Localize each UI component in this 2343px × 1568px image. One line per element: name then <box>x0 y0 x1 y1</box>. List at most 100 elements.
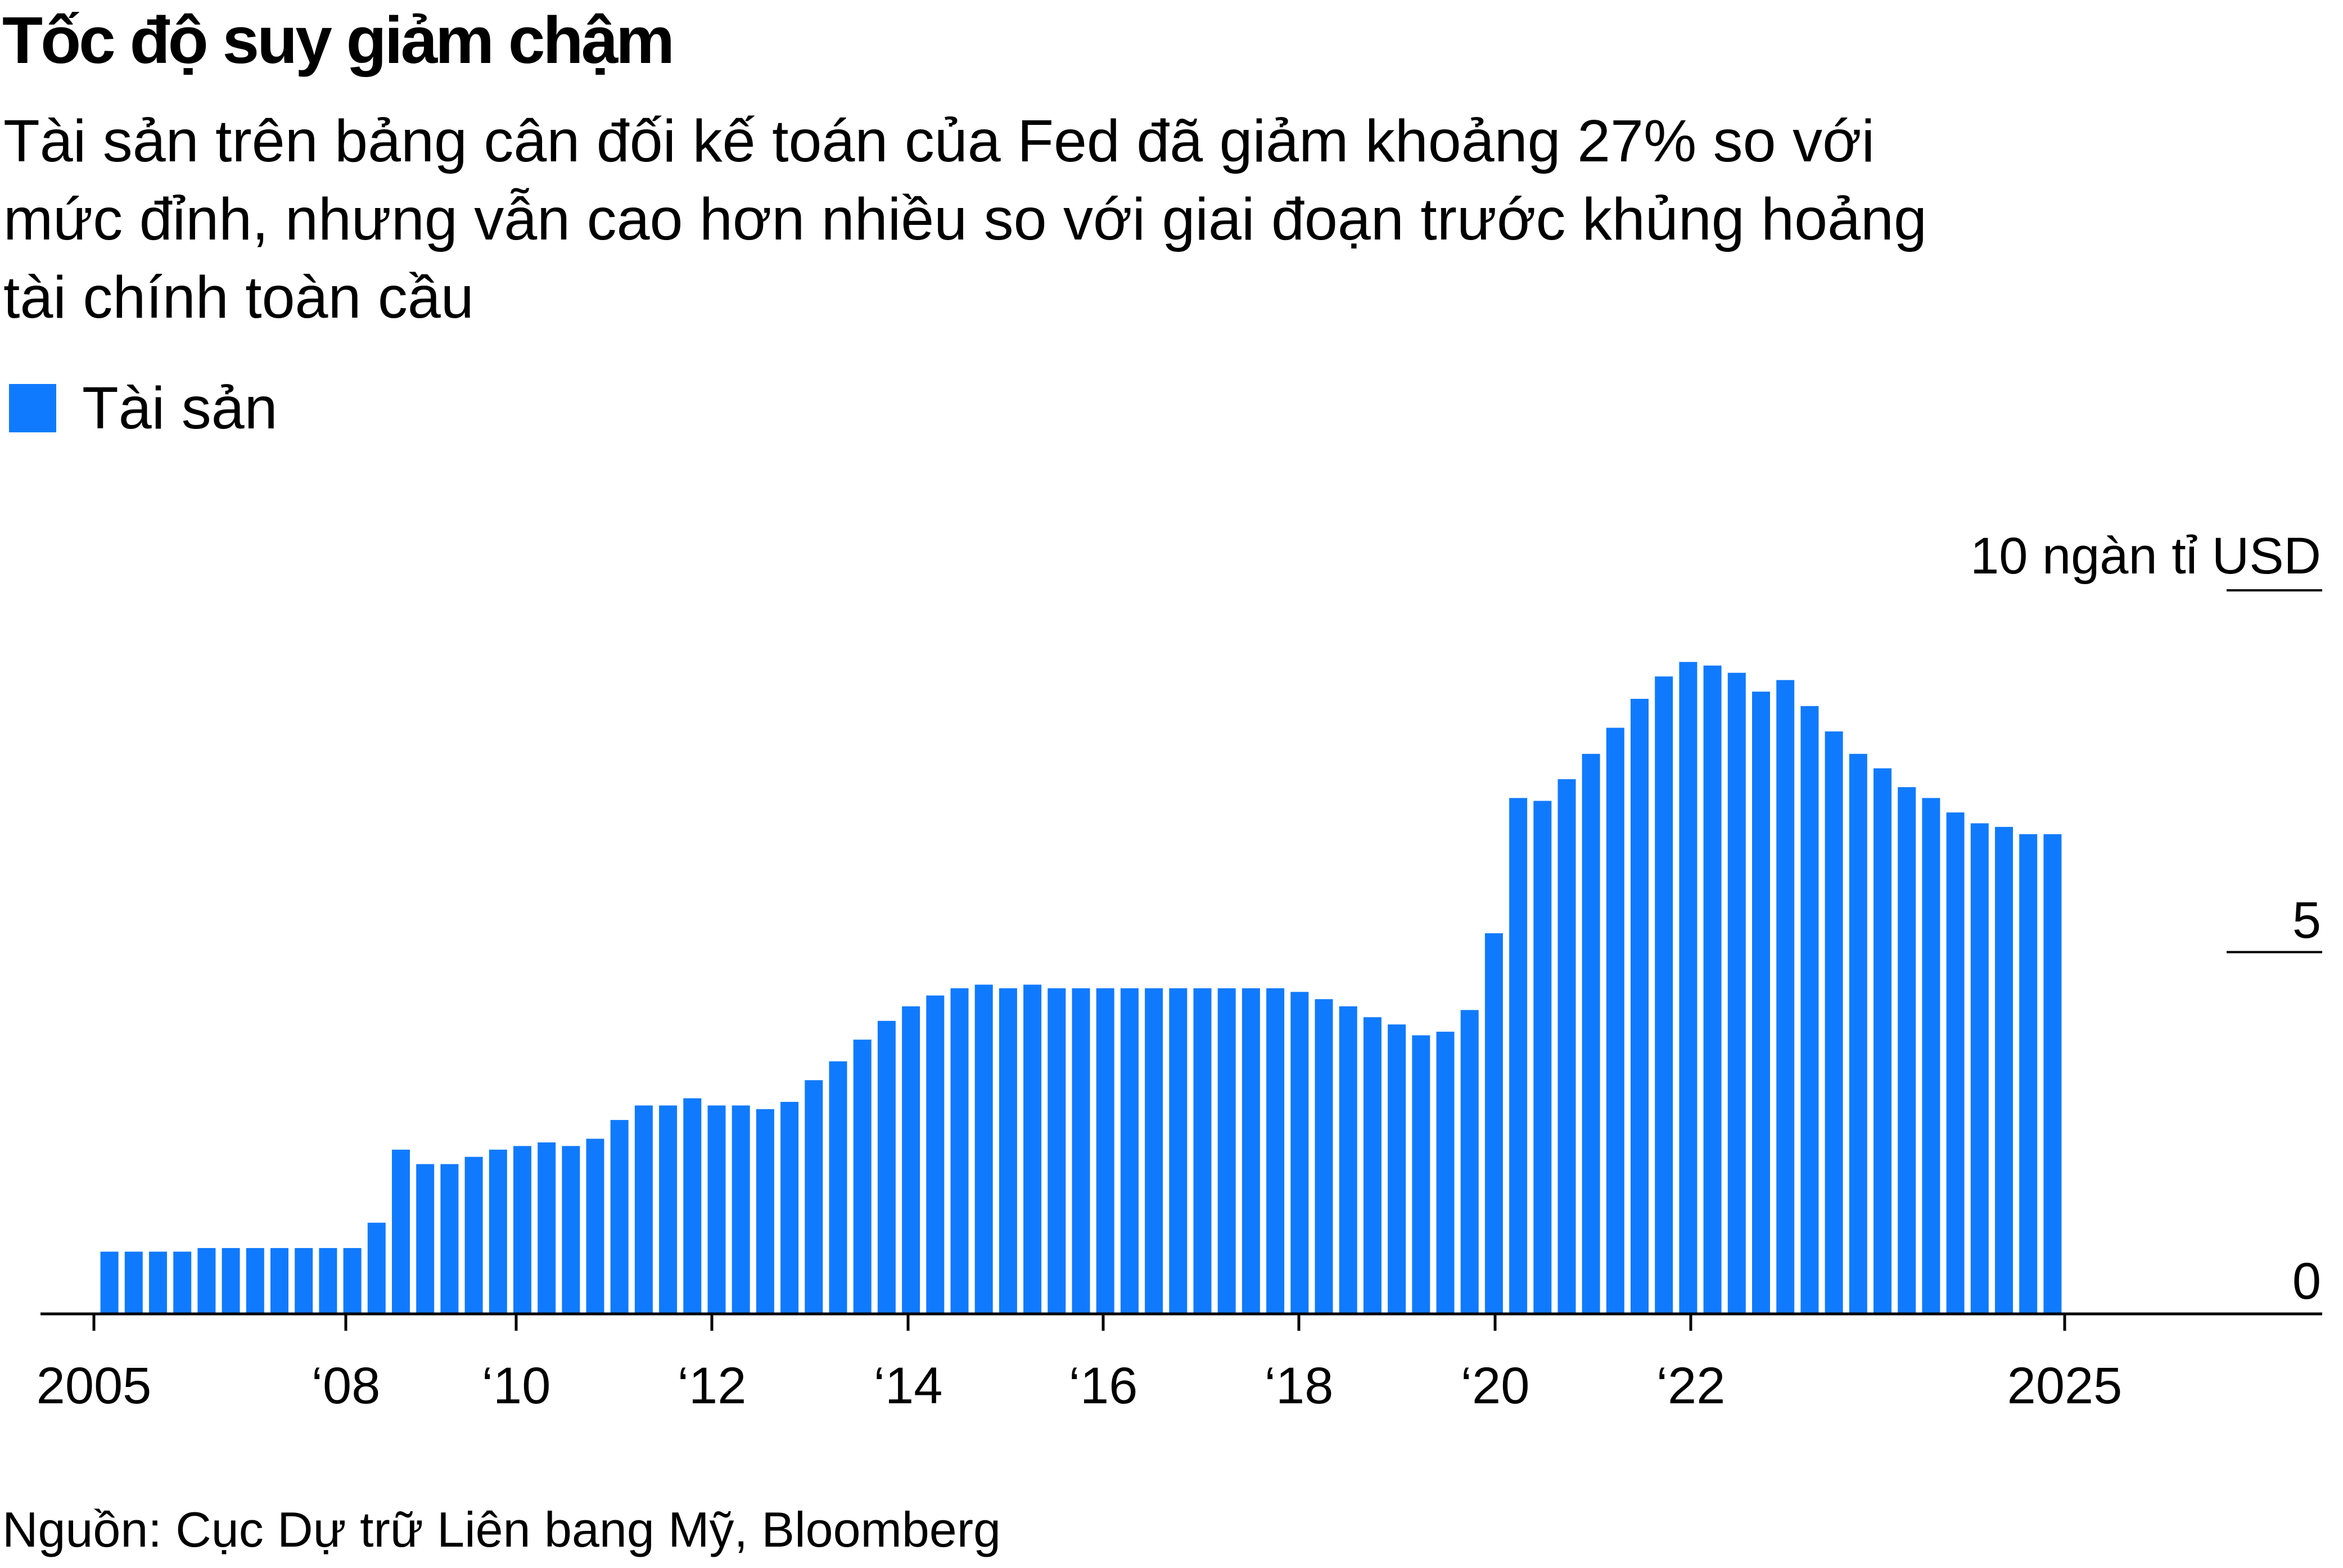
bar <box>1874 768 1891 1314</box>
bar <box>1727 672 1746 1314</box>
bar <box>659 1105 678 1314</box>
bar <box>780 1101 799 1314</box>
bar <box>1800 706 1819 1314</box>
bar <box>1582 753 1600 1314</box>
x-tick-label: ‘20 <box>1461 1357 1530 1415</box>
bar <box>392 1149 410 1314</box>
y-tick-label-0: 0 <box>2292 1253 2321 1310</box>
bar <box>416 1164 435 1314</box>
chart-subtitle-line-2: mức đỉnh, nhưng vẫn cao hơn nhiều so với… <box>3 186 1927 252</box>
bar <box>1995 826 2013 1314</box>
chart-subtitle-line-1: Tài sản trên bảng cân đối kế toán của Fe… <box>3 108 1875 174</box>
bar <box>853 1040 872 1314</box>
legend: Tài sản <box>9 375 278 441</box>
bar <box>1193 988 1212 1314</box>
bar <box>538 1142 556 1314</box>
bar <box>2043 834 2062 1314</box>
bar <box>610 1120 629 1314</box>
bar <box>1655 676 1673 1314</box>
bar <box>2019 834 2038 1314</box>
bar <box>1752 692 1770 1314</box>
bar <box>1266 988 1285 1314</box>
source-note: Nguồn: Cục Dự trữ Liên bang Mỹ, Bloomber… <box>2 1502 1001 1557</box>
bar <box>926 995 945 1314</box>
chart-title: Tốc độ suy giảm chậm <box>2 3 675 78</box>
bar <box>1776 680 1795 1314</box>
bar <box>1048 988 1066 1314</box>
bar <box>222 1248 240 1314</box>
bar <box>950 988 969 1314</box>
bar <box>1120 988 1139 1314</box>
bar <box>1412 1035 1430 1314</box>
bar <box>1023 984 1042 1314</box>
bar <box>756 1109 774 1314</box>
x-tick-label: ‘18 <box>1265 1357 1334 1415</box>
bar <box>634 1105 653 1314</box>
bar <box>1970 823 1989 1314</box>
bar <box>1242 988 1260 1314</box>
bar <box>1096 988 1114 1314</box>
bar <box>464 1156 483 1314</box>
x-tick-label: ‘22 <box>1656 1357 1726 1415</box>
bar <box>1315 999 1333 1314</box>
x-tick-label: ‘16 <box>1069 1357 1138 1415</box>
bar <box>319 1248 337 1314</box>
bar <box>1533 801 1552 1314</box>
bar <box>440 1164 459 1314</box>
bar <box>562 1146 580 1314</box>
bar <box>1679 662 1698 1314</box>
bar <box>683 1098 702 1314</box>
bar <box>489 1149 507 1314</box>
bar <box>586 1138 604 1314</box>
bar <box>805 1080 823 1314</box>
bar <box>295 1248 313 1314</box>
bar <box>149 1251 167 1314</box>
y-tick-label-5: 5 <box>2292 892 2321 949</box>
bar <box>270 1248 288 1314</box>
bar <box>1946 812 1965 1314</box>
bar <box>902 1006 920 1314</box>
x-tick-label: ‘12 <box>678 1357 747 1415</box>
bar <box>1922 798 1940 1314</box>
bar <box>1898 787 1916 1314</box>
bar <box>732 1105 750 1314</box>
bar <box>1703 665 1722 1314</box>
bar <box>100 1251 119 1314</box>
x-tick-label: ‘14 <box>874 1357 943 1415</box>
bar <box>1558 779 1576 1314</box>
x-tick-labels: 2005 ‘08 ‘10 ‘12 ‘14 ‘16 ‘18 ‘20 ‘22 2025 <box>37 1357 2123 1415</box>
bar <box>1388 1024 1406 1314</box>
x-tick-label: 2005 <box>37 1357 152 1415</box>
bar <box>1339 1006 1357 1314</box>
bar <box>343 1248 362 1314</box>
bar <box>367 1222 386 1314</box>
bar <box>877 1020 896 1314</box>
axes <box>40 589 2322 1331</box>
bar <box>1825 731 1843 1314</box>
bar <box>707 1105 726 1314</box>
bar <box>246 1248 264 1314</box>
bar <box>1169 988 1188 1314</box>
bar <box>124 1251 143 1314</box>
bars <box>100 662 2062 1314</box>
bar <box>1290 992 1309 1314</box>
bar <box>1072 988 1090 1314</box>
bar <box>173 1251 192 1314</box>
bar <box>1145 988 1163 1314</box>
bar <box>1484 933 1503 1314</box>
bar <box>1363 1017 1382 1314</box>
legend-swatch <box>9 384 56 432</box>
chart-subtitle-line-3: tài chính toàn cầu <box>3 264 474 331</box>
legend-label: Tài sản <box>82 374 278 441</box>
bar <box>829 1061 847 1314</box>
bar <box>1217 988 1236 1314</box>
bar <box>1509 798 1528 1314</box>
bar <box>1849 753 1867 1314</box>
bar <box>1631 699 1649 1314</box>
x-tick-label: ‘10 <box>482 1357 551 1415</box>
bar <box>1460 1010 1479 1314</box>
bar <box>513 1146 531 1314</box>
bar <box>1436 1032 1455 1314</box>
bar <box>197 1248 216 1314</box>
